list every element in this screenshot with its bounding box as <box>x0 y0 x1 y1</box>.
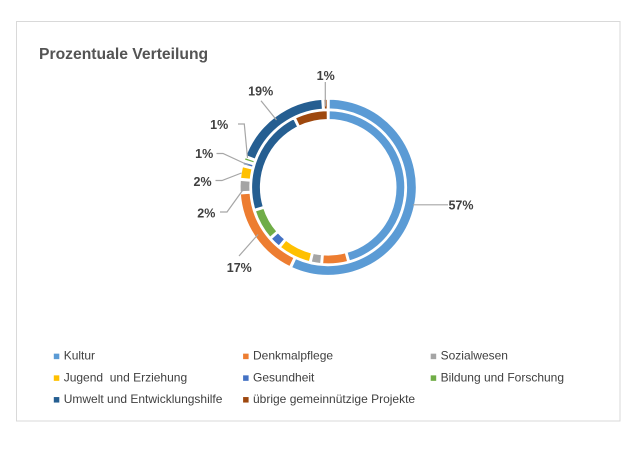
svg-text:Gesundheit: Gesundheit <box>253 370 315 384</box>
svg-text:Denkmalpflege: Denkmalpflege <box>253 349 333 363</box>
svg-text:Kultur: Kultur <box>64 349 95 363</box>
svg-text:1%: 1% <box>195 147 213 161</box>
svg-text:übrige gemeinnützige Projekte: übrige gemeinnützige Projekte <box>253 392 415 406</box>
svg-text:57%: 57% <box>448 199 473 213</box>
svg-text:1%: 1% <box>317 69 335 83</box>
svg-text:Sozialwesen: Sozialwesen <box>441 349 508 363</box>
svg-text:Prozentuale Verteilung: Prozentuale Verteilung <box>39 46 208 63</box>
svg-text:17%: 17% <box>227 261 252 275</box>
svg-text:2%: 2% <box>194 175 212 189</box>
svg-text:Jugend und Erziehung: Jugend und Erziehung <box>64 370 187 384</box>
svg-text:Umwelt und Entwicklungshilfe: Umwelt und Entwicklungshilfe <box>64 392 223 406</box>
svg-text:2%: 2% <box>197 207 215 221</box>
svg-text:Bildung und Forschung: Bildung und Forschung <box>441 370 564 384</box>
svg-text:19%: 19% <box>248 85 273 99</box>
svg-text:1%: 1% <box>210 118 228 132</box>
